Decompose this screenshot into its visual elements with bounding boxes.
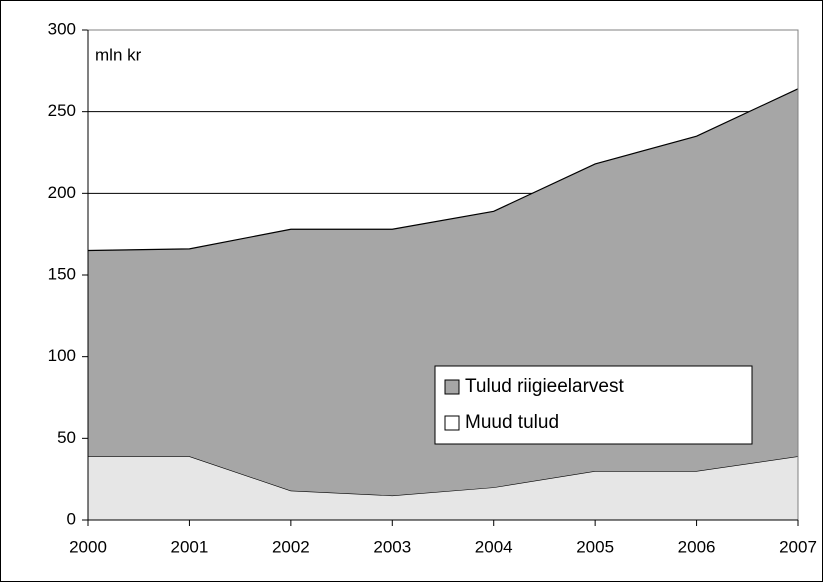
annotation: mln kr (95, 45, 142, 64)
x-tick-label: 2001 (171, 537, 209, 556)
x-tick-label: 2005 (576, 537, 614, 556)
x-tick-label: 2004 (475, 537, 513, 556)
x-tick-label: 2002 (272, 537, 310, 556)
y-tick-label: 200 (48, 183, 76, 202)
y-tick-label: 50 (57, 428, 76, 447)
legend-swatch (444, 415, 460, 431)
y-tick-label: 250 (48, 101, 76, 120)
legend-box (434, 365, 753, 445)
legend-swatch (444, 379, 460, 395)
y-tick-label: 300 (48, 19, 76, 38)
x-tick-label: 2000 (69, 537, 107, 556)
area-edge (87, 88, 799, 252)
y-tick-label: 100 (48, 346, 76, 365)
y-tick-label: 0 (67, 509, 76, 528)
x-tick-label: 2006 (678, 537, 716, 556)
area (88, 456, 798, 520)
legend-label: Tulud riigieelarvest (465, 376, 624, 397)
y-tick-label: 150 (48, 264, 76, 283)
x-tick-label: 2007 (779, 537, 817, 556)
x-tick-label: 2003 (373, 537, 411, 556)
legend-label: Muud tulud (465, 412, 559, 433)
